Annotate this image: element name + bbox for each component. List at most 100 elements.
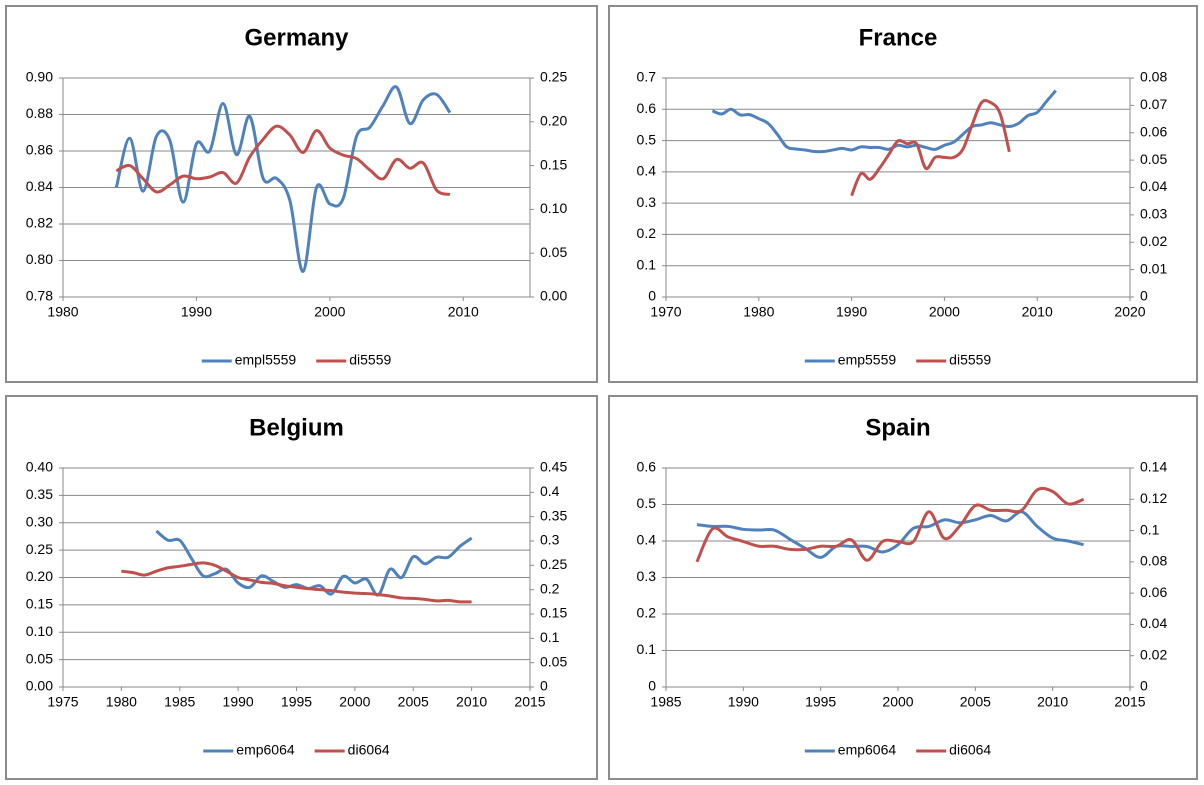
y-tick-label: 0.00: [26, 678, 53, 694]
y2-tick-label: 0.4: [540, 483, 560, 499]
x-tick-label: 2015: [1114, 694, 1145, 710]
chart: France 0 0.1 0.2 0.3 0.4 0.5 0.6 0.7 0 0.01 0.02 0.0…: [637, 24, 1168, 368]
y-tick-label: 0.10: [26, 623, 53, 639]
x-tick-label: 1990: [728, 694, 759, 710]
y-tick-label: 0.30: [26, 513, 53, 529]
y-tick-label: 0.4: [637, 163, 657, 179]
y2-tick-label: 0.15: [540, 605, 567, 621]
y2-tick-label: 0.10: [540, 200, 567, 216]
y-tick-label: 0.6: [637, 100, 657, 116]
x-tick-label: 2010: [456, 694, 487, 710]
y2-tick-label: 0.03: [1140, 206, 1167, 222]
y2-tick-label: 0.08: [1140, 553, 1167, 569]
legend-label: emp6064: [236, 742, 295, 758]
legend-label: di5559: [949, 352, 991, 368]
y2-tick-label: 0.02: [1140, 233, 1167, 249]
y2-tick-label: 0.20: [540, 113, 567, 129]
data-line: [155, 529, 473, 597]
x-tick-label: 2015: [514, 694, 545, 710]
y2-tick-label: 0.25: [540, 556, 567, 572]
y-tick-label: 0.78: [26, 288, 53, 304]
y2-tick-label: 0.14: [1140, 459, 1167, 475]
chart-panel: France 0 0.1 0.2 0.3 0.4 0.5 0.6 0.7 0 0.01 0.02 0.0…: [608, 5, 1198, 383]
y2-tick-label: 0.2: [540, 580, 560, 596]
chart-title: Germany: [244, 24, 349, 51]
legend-label: empl5559: [235, 352, 297, 368]
x-tick-label: 1995: [281, 694, 312, 710]
legend-label: di6064: [348, 742, 390, 758]
y-tick-label: 0.3: [637, 568, 657, 584]
x-tick-label: 1995: [805, 694, 836, 710]
y2-tick-label: 0: [1140, 678, 1148, 694]
x-tick-label: 1985: [164, 694, 195, 710]
legend-label: emp6064: [838, 742, 897, 758]
data-line: [115, 124, 451, 196]
legend: emp6064 di6064: [203, 742, 390, 758]
y2-tick-label: 0.06: [1140, 123, 1167, 139]
legend-label: di5559: [349, 352, 391, 368]
x-tick-label: 1980: [743, 304, 774, 320]
x-tick-label: 1980: [47, 304, 78, 320]
x-tick-label: 1975: [47, 694, 78, 710]
y-tick-label: 0.40: [26, 459, 53, 475]
y-tick-label: 0.1: [637, 641, 657, 657]
data-line: [121, 561, 472, 604]
y-tick-label: 0.90: [26, 69, 53, 85]
y-tick-label: 0.05: [26, 650, 53, 666]
y2-tick-label: 0.05: [1140, 151, 1167, 167]
legend: emp6064 di6064: [804, 742, 991, 758]
y2-tick-label: 0.45: [540, 459, 567, 475]
data-line: [695, 486, 1085, 563]
data-line: [850, 99, 1011, 197]
y-tick-label: 0.2: [637, 605, 657, 621]
chart-title: Belgium: [249, 414, 344, 441]
y-tick-label: 0.35: [26, 486, 53, 502]
x-tick-label: 2000: [882, 694, 913, 710]
y2-tick-label: 0.1: [540, 629, 560, 645]
y2-tick-label: 0.25: [540, 69, 567, 85]
y-tick-label: 0.25: [26, 541, 53, 557]
y-tick-label: 0.5: [637, 495, 657, 511]
chart-panel: Germany 0.78 0.80 0.82 0.84 0.86 0.88 0.90 0.00 0…: [5, 5, 598, 383]
chart: Belgium 0.00 0.05 0.10 0.15 0.20 0.25 0.30 0.35 0…: [26, 414, 568, 758]
y-tick-label: 0.20: [26, 568, 53, 584]
x-tick-label: 1990: [181, 304, 212, 320]
chart-title: France: [859, 24, 938, 51]
x-tick-label: 2000: [339, 694, 370, 710]
y2-tick-label: 0.05: [540, 653, 567, 669]
x-tick-label: 1990: [223, 694, 254, 710]
y-tick-label: 0.7: [637, 69, 657, 85]
y-tick-label: 0.15: [26, 596, 53, 612]
data-line: [696, 510, 1084, 559]
data-line: [711, 89, 1057, 154]
x-tick-label: 2010: [448, 304, 479, 320]
y-tick-label: 0.6: [637, 459, 657, 475]
y2-tick-label: 0.08: [1140, 69, 1167, 85]
x-tick-label: 1970: [650, 304, 681, 320]
x-tick-label: 1985: [650, 694, 681, 710]
y-tick-label: 0.80: [26, 251, 53, 267]
x-tick-label: 2005: [960, 694, 991, 710]
x-tick-label: 2010: [1022, 304, 1053, 320]
y2-tick-label: 0.04: [1140, 615, 1167, 631]
legend-label: emp5559: [838, 352, 897, 368]
legend: empl5559 di5559: [201, 352, 391, 368]
y-tick-label: 0.5: [637, 131, 657, 147]
chart-panel: Spain 0 0.1 0.2 0.3 0.4 0.5 0.6 0 0.02 0.04 0.06 0.0…: [608, 395, 1198, 780]
legend: emp5559 di5559: [804, 352, 991, 368]
y-tick-label: 0.84: [26, 178, 53, 194]
y2-tick-label: 0.07: [1140, 96, 1167, 112]
y2-tick-label: 0.15: [540, 156, 567, 172]
y2-tick-label: 0.00: [540, 288, 567, 304]
y2-tick-label: 0.04: [1140, 178, 1167, 194]
x-tick-label: 2020: [1114, 304, 1145, 320]
x-tick-label: 2000: [929, 304, 960, 320]
x-tick-label: 1980: [106, 694, 137, 710]
y-tick-label: 0.4: [637, 532, 657, 548]
legend-label: di6064: [949, 742, 991, 758]
y-tick-label: 0.2: [637, 225, 657, 241]
y2-tick-label: 0.35: [540, 507, 567, 523]
y2-tick-label: 0.12: [1140, 490, 1167, 506]
y2-tick-label: 0.06: [1140, 584, 1167, 600]
